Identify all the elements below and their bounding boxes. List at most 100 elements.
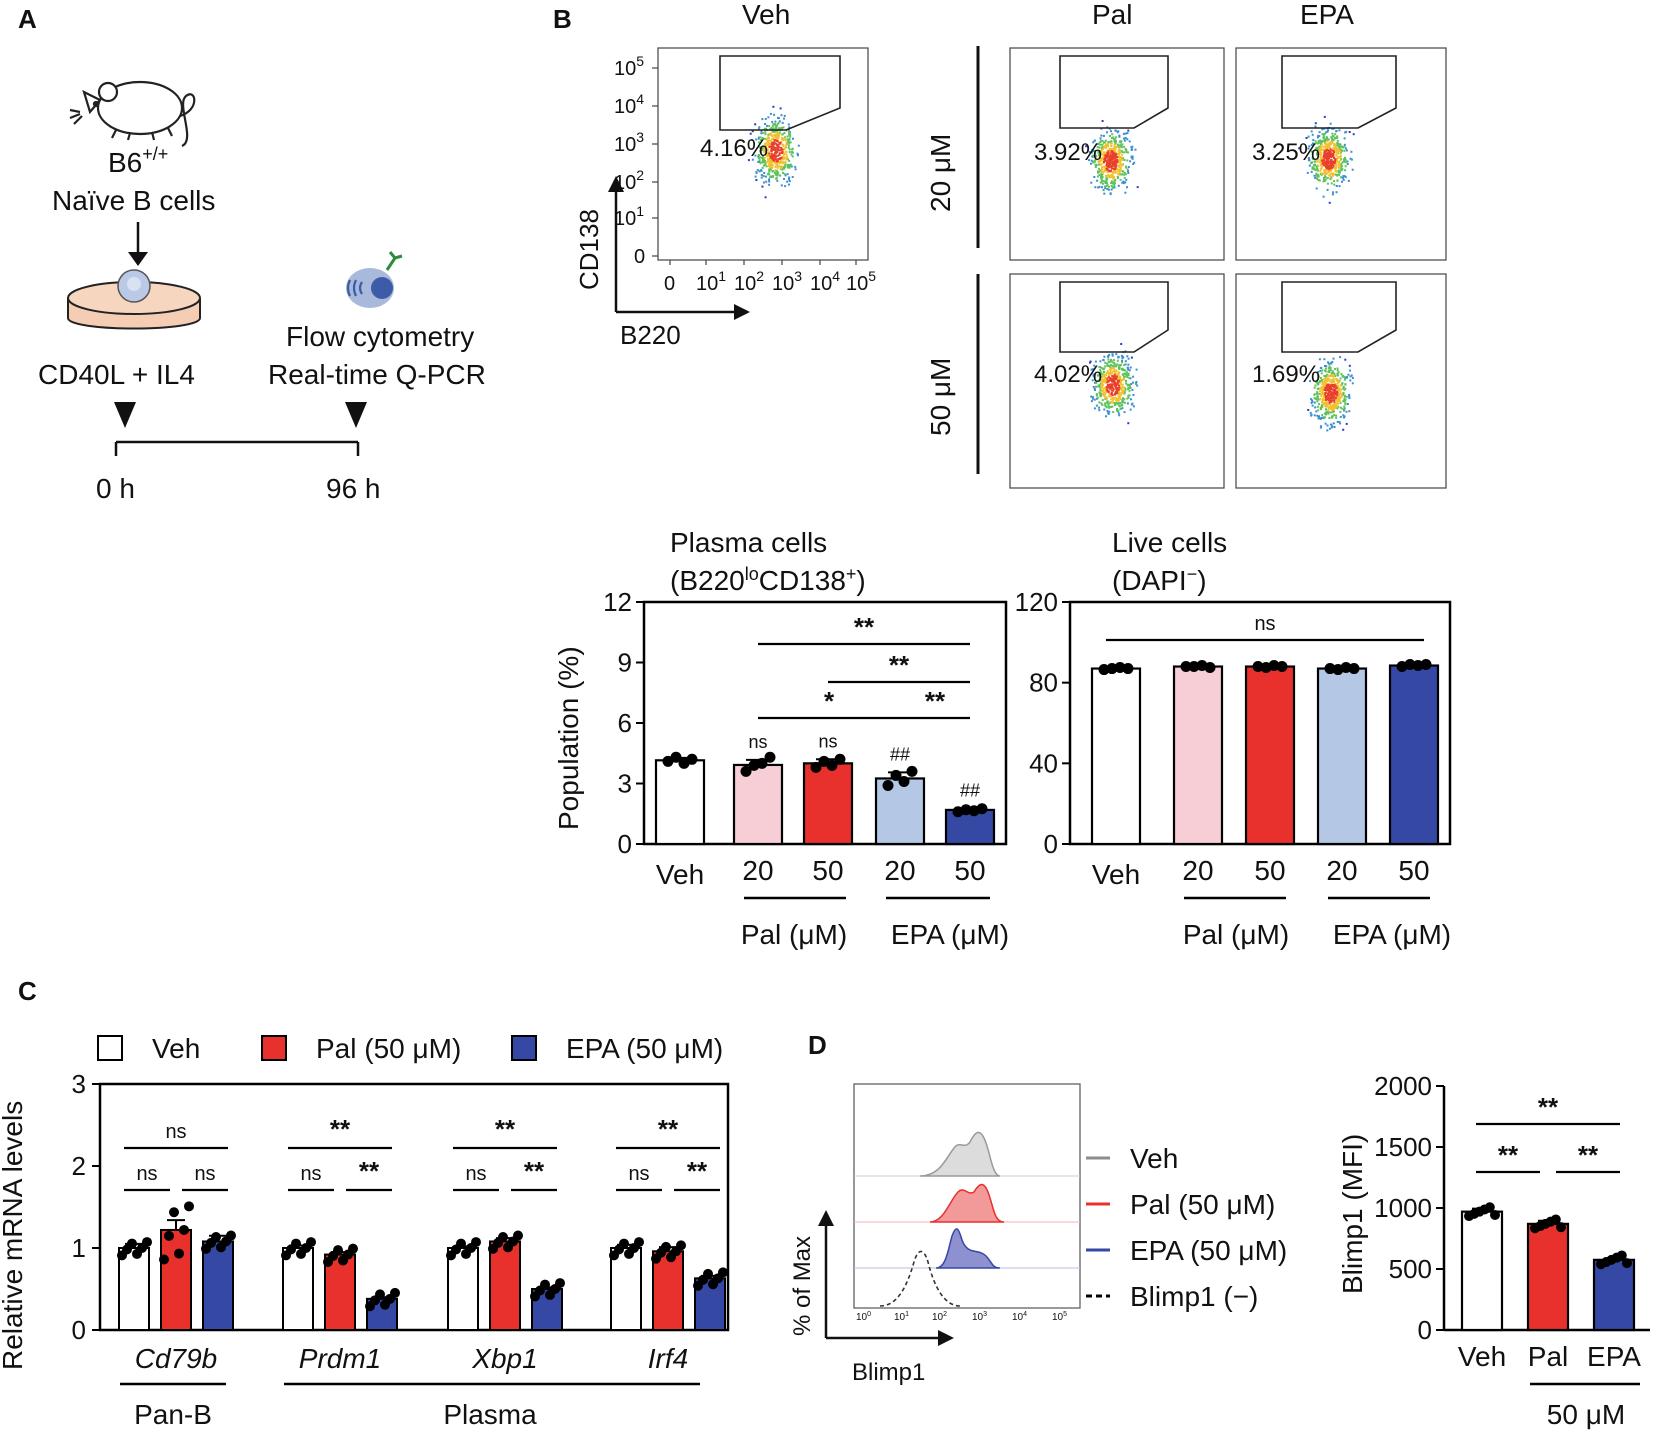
flow-event bbox=[1320, 395, 1323, 398]
flow-event bbox=[1315, 398, 1318, 401]
flow-event bbox=[1336, 142, 1339, 145]
flow-event bbox=[1330, 391, 1333, 393]
legend-veh: Veh bbox=[152, 1033, 200, 1064]
flow-event bbox=[1318, 416, 1320, 419]
flow-event bbox=[1337, 371, 1340, 374]
flow-event bbox=[1322, 383, 1325, 386]
hist-x-tick-exp: 3 bbox=[983, 1311, 987, 1318]
flow-event bbox=[1331, 193, 1334, 196]
flow-event bbox=[1326, 373, 1329, 376]
legend-swatch-epa bbox=[511, 1035, 537, 1061]
flow-event bbox=[1130, 146, 1133, 149]
flow-event bbox=[1108, 163, 1111, 166]
flow-event bbox=[1093, 160, 1096, 163]
flow-event bbox=[1321, 403, 1324, 406]
flow-event bbox=[1121, 181, 1124, 184]
flow-event bbox=[1324, 178, 1327, 181]
column-label-veh: Veh bbox=[742, 0, 790, 30]
flow-event bbox=[1316, 397, 1319, 399]
x-tick-label: 20 bbox=[742, 855, 773, 886]
flow-event bbox=[784, 150, 787, 153]
flow-event bbox=[1105, 405, 1108, 408]
flow-event bbox=[1092, 154, 1095, 157]
hist-x-tick-base: 10 bbox=[856, 1312, 868, 1323]
flow-event bbox=[788, 159, 791, 162]
flow-event bbox=[1347, 373, 1350, 376]
flow-event bbox=[1118, 171, 1121, 174]
flow-event bbox=[1131, 388, 1134, 391]
flow-event bbox=[1339, 388, 1342, 391]
flow-event bbox=[1114, 387, 1117, 390]
flow-event bbox=[1104, 381, 1107, 384]
flow-event bbox=[1097, 143, 1100, 145]
flow-event bbox=[1337, 157, 1340, 160]
flow-event bbox=[1335, 191, 1338, 194]
flow-event bbox=[767, 140, 770, 143]
hist-x-tick-exp: 2 bbox=[943, 1311, 947, 1318]
flow-event bbox=[1112, 397, 1115, 399]
flow-event bbox=[1127, 368, 1130, 371]
flow-event bbox=[1315, 172, 1318, 175]
flow-event bbox=[1338, 173, 1341, 176]
flow-event bbox=[1132, 163, 1135, 165]
flow-event bbox=[1121, 399, 1124, 402]
flow-event bbox=[1117, 173, 1120, 175]
flow-event bbox=[1339, 152, 1342, 155]
flow-event bbox=[1117, 396, 1120, 399]
flow-event bbox=[1106, 184, 1109, 187]
bar bbox=[802, 762, 854, 846]
flow-event bbox=[1093, 398, 1096, 401]
flow-event bbox=[1102, 180, 1105, 182]
flow-event bbox=[1111, 397, 1114, 400]
flow-event bbox=[1114, 384, 1116, 387]
plasma-title-2-sup: lo bbox=[745, 564, 759, 584]
data-point bbox=[1616, 1250, 1627, 1261]
flow-event bbox=[1124, 148, 1127, 150]
flow-event bbox=[782, 158, 785, 161]
bar bbox=[1460, 1210, 1504, 1332]
flow-event bbox=[1329, 175, 1332, 178]
flow-event bbox=[1320, 367, 1323, 369]
flow-event bbox=[783, 166, 786, 168]
flow-event bbox=[1101, 382, 1104, 385]
flow-event bbox=[1110, 161, 1113, 164]
flow-event bbox=[1337, 387, 1340, 390]
data-point bbox=[1348, 663, 1360, 675]
flow-event bbox=[1335, 136, 1338, 139]
flow-event bbox=[1123, 139, 1126, 142]
comparison-label: ns bbox=[136, 1163, 157, 1185]
flow-event bbox=[1099, 388, 1102, 391]
flow-event bbox=[759, 139, 762, 142]
flow-event bbox=[1098, 384, 1101, 387]
flow-event bbox=[1333, 400, 1336, 403]
flow-event bbox=[1323, 153, 1326, 156]
data-point bbox=[555, 1278, 565, 1289]
flow-event bbox=[1104, 373, 1106, 376]
comparison-label: ns bbox=[194, 1163, 215, 1185]
max-arrow-head-icon bbox=[818, 1210, 834, 1226]
flow-event bbox=[1093, 387, 1096, 390]
flow-event bbox=[1115, 409, 1118, 412]
flow-event bbox=[771, 135, 774, 137]
hist-x-tick: 103 bbox=[972, 1311, 987, 1323]
flow-event bbox=[1322, 397, 1325, 400]
flow-event bbox=[784, 147, 787, 149]
hist-x-tick-base: 10 bbox=[1052, 1312, 1064, 1323]
flow-event bbox=[1317, 383, 1320, 386]
flow-event bbox=[1112, 376, 1115, 379]
flow-y-tick: 101 bbox=[614, 203, 644, 230]
flow-event bbox=[1342, 387, 1345, 390]
flow-event bbox=[1342, 392, 1345, 395]
flow-event bbox=[1112, 362, 1115, 365]
flow-event bbox=[1313, 414, 1316, 417]
flow-event bbox=[770, 156, 773, 159]
flow-event bbox=[1099, 375, 1102, 378]
flow-event bbox=[1346, 376, 1349, 379]
flow-event bbox=[1307, 147, 1310, 150]
flow-event bbox=[1332, 422, 1335, 425]
flow-event bbox=[1339, 410, 1342, 413]
live-title-1: Live cells bbox=[1112, 527, 1227, 558]
flow-event bbox=[1330, 399, 1333, 402]
flow-event bbox=[1126, 402, 1129, 405]
hist-x-tick-exp: 4 bbox=[1023, 1311, 1027, 1318]
